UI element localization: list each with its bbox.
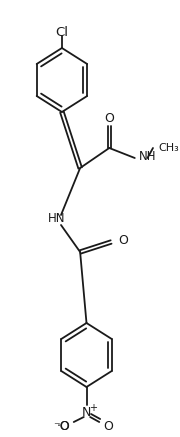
Text: Cl: Cl: [55, 25, 68, 38]
Text: +: +: [89, 403, 97, 413]
Text: O: O: [118, 233, 128, 246]
Text: N: N: [82, 406, 91, 419]
Text: ⁻O: ⁻O: [53, 420, 69, 434]
Text: ⋅O: ⋅O: [57, 420, 71, 434]
Text: O: O: [103, 420, 113, 434]
Text: O: O: [104, 111, 114, 125]
Text: CH₃: CH₃: [158, 143, 179, 153]
Text: HN: HN: [48, 212, 66, 225]
Text: NH: NH: [138, 149, 156, 163]
